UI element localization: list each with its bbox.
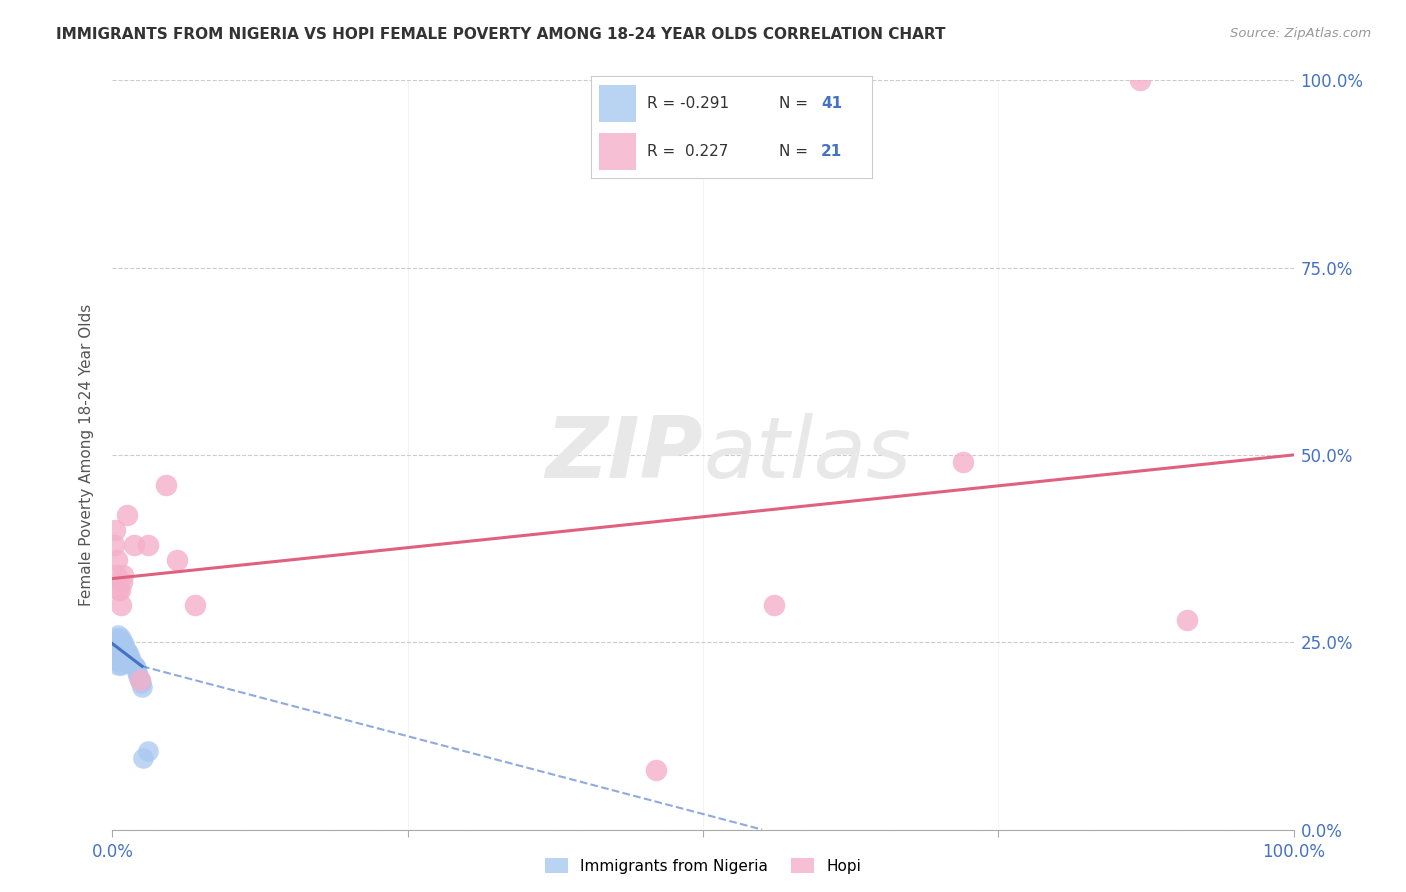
Point [136, 744, 159, 758]
Point [112, 567, 135, 582]
Text: ZIP: ZIP [546, 413, 703, 497]
Text: atlas: atlas [703, 413, 911, 497]
Text: 41: 41 [821, 96, 842, 111]
Point [110, 632, 132, 646]
Point [105, 567, 128, 582]
Point [132, 751, 155, 765]
Point [114, 654, 136, 668]
Point [110, 639, 132, 653]
Point [117, 647, 139, 661]
Point [115, 657, 138, 671]
Bar [599, 133, 636, 170]
Point [104, 523, 127, 537]
Point [111, 654, 134, 668]
Point [115, 508, 138, 522]
Point [131, 680, 153, 694]
Point [122, 538, 145, 552]
Point [107, 582, 129, 597]
Point [108, 582, 131, 597]
Point [115, 644, 138, 658]
Point [105, 642, 128, 657]
Point [128, 673, 150, 687]
Point [107, 628, 129, 642]
Point [952, 455, 974, 469]
Point [112, 639, 135, 653]
Point [103, 538, 125, 552]
Text: R =  0.227: R = 0.227 [647, 145, 728, 160]
Point [1129, 73, 1152, 87]
Point [111, 642, 134, 657]
Text: N =: N = [779, 145, 813, 160]
Point [107, 639, 129, 653]
Point [118, 651, 141, 665]
Point [166, 553, 188, 567]
Point [112, 648, 135, 663]
Point [112, 637, 135, 651]
Text: R = -0.291: R = -0.291 [647, 96, 728, 111]
Point [127, 669, 149, 683]
Point [105, 654, 128, 668]
Text: IMMIGRANTS FROM NIGERIA VS HOPI FEMALE POVERTY AMONG 18-24 YEAR OLDS CORRELATION: IMMIGRANTS FROM NIGERIA VS HOPI FEMALE P… [56, 27, 946, 42]
Point [155, 478, 177, 492]
Point [108, 642, 131, 657]
Point [108, 654, 131, 668]
Text: N =: N = [779, 96, 813, 111]
Legend: Immigrants from Nigeria, Hopi: Immigrants from Nigeria, Hopi [538, 852, 868, 880]
Point [120, 654, 142, 668]
Point [125, 661, 148, 675]
Point [762, 598, 785, 612]
Y-axis label: Female Poverty Among 18-24 Year Olds: Female Poverty Among 18-24 Year Olds [79, 304, 94, 606]
Point [111, 635, 134, 649]
Bar [599, 85, 636, 122]
Point [124, 659, 146, 673]
Point [129, 676, 152, 690]
Point [122, 657, 145, 672]
Text: Source: ZipAtlas.com: Source: ZipAtlas.com [1230, 27, 1371, 40]
Point [110, 657, 132, 672]
Text: 21: 21 [821, 145, 842, 160]
Point [105, 642, 128, 657]
Point [107, 650, 129, 665]
Point [120, 650, 142, 665]
Point [644, 763, 666, 777]
Point [127, 665, 149, 680]
Point [105, 632, 128, 646]
Point [136, 538, 159, 552]
Point [110, 598, 132, 612]
Point [114, 642, 136, 657]
Point [112, 650, 135, 665]
Point [128, 673, 150, 687]
Point [107, 657, 129, 672]
Point [111, 575, 134, 590]
Point [105, 553, 128, 567]
Point [1175, 613, 1198, 627]
Point [105, 635, 128, 649]
Point [184, 598, 207, 612]
Point [110, 647, 132, 661]
Point [108, 635, 131, 649]
